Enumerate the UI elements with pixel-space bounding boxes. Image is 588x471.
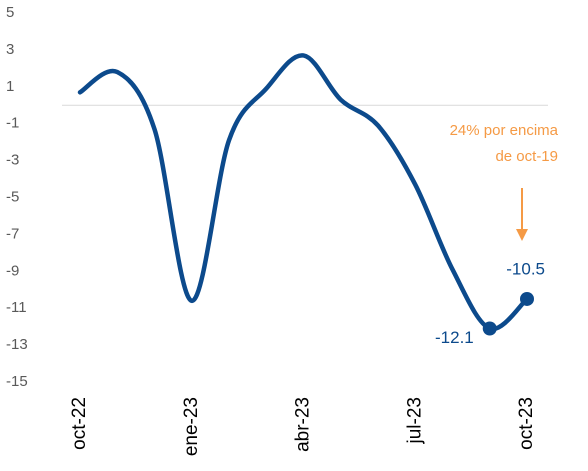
data-label: -12.1 xyxy=(435,328,474,347)
x-tick-label: oct-22 xyxy=(69,397,90,450)
series-line xyxy=(77,53,530,332)
data-label: -10.5 xyxy=(506,259,545,278)
x-tick-label: jul-23 xyxy=(404,397,425,444)
y-tick-label: 5 xyxy=(6,4,14,21)
y-tick-label: -5 xyxy=(6,188,19,205)
y-tick-label: -15 xyxy=(6,373,28,390)
point-marker xyxy=(520,291,534,306)
y-tick-label: -11 xyxy=(6,299,27,316)
y-tick-label: 1 xyxy=(6,78,14,95)
y-tick-label: -9 xyxy=(6,262,19,279)
y-tick-label: 3 xyxy=(6,41,14,58)
y-tick-label: -13 xyxy=(6,336,28,353)
x-tick-label: ene-23 xyxy=(181,397,202,456)
x-tick-label: oct-23 xyxy=(516,397,537,450)
annotation-text: de oct-19 xyxy=(495,148,558,165)
y-tick-label: -1 xyxy=(6,115,19,132)
annotation-arrowhead xyxy=(516,229,528,241)
y-tick-label: -7 xyxy=(6,225,19,242)
annotation-text: 24% por encima xyxy=(450,122,559,139)
x-tick-label: abr-23 xyxy=(293,397,314,452)
point-marker xyxy=(482,321,497,336)
y-tick-label: -3 xyxy=(6,152,19,169)
